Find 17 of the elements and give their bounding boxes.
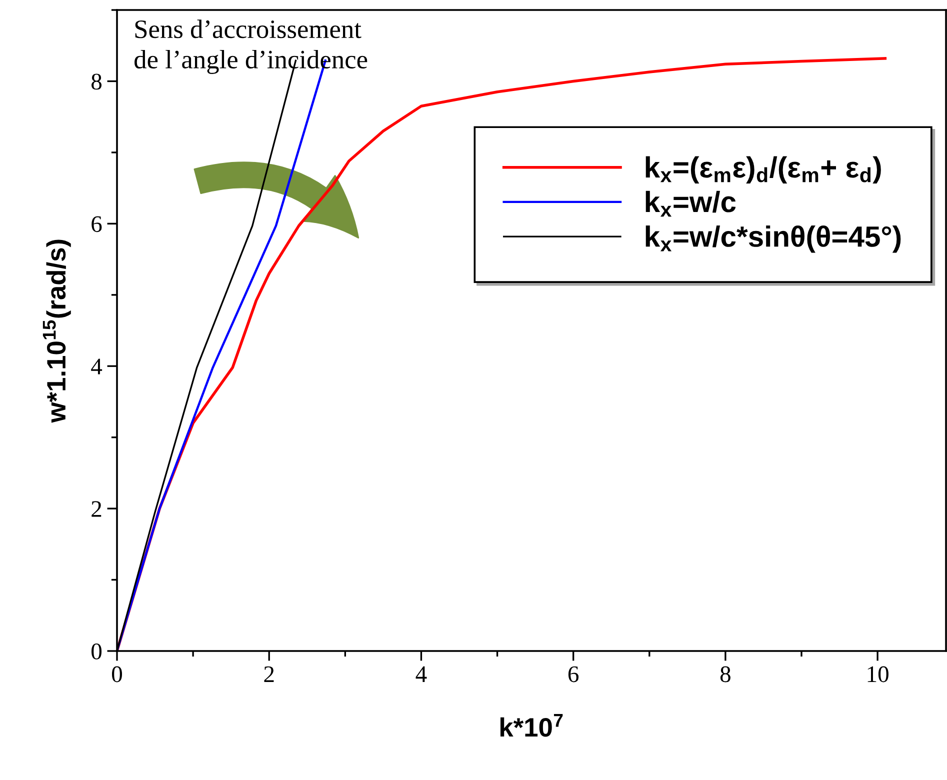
y-tick-label: 2 [92, 501, 102, 517]
x-tick-label: 4 [416, 666, 427, 682]
x-tick-label: 8 [720, 666, 730, 682]
x-tick-label: 6 [568, 666, 579, 682]
x-tick-label: 0 [112, 666, 122, 682]
x-axis-title: k*10$^{7}$ [500, 714, 563, 737]
y-tick-label: 4 [91, 358, 102, 374]
legend-label: k$_{x}$=w/c*sinθ(θ=45°) [646, 226, 901, 253]
y-tick-label: 6 [92, 216, 102, 232]
text: k$_{x}$=(ε$_{m}$ε)$_{d}$/(ε$_{m}$+ ε$_{d}$) [646, 156, 881, 184]
y-tick-label: 8 [92, 74, 102, 90]
x-tick-label: 10 [868, 666, 888, 682]
x-tick-label: 2 [264, 666, 274, 682]
legend-label: k$_{x}$=w/c [646, 190, 736, 217]
y-axis-title: w*1.10$^{15}$(rad/s) [42, 240, 71, 423]
y-tick-label: 0 [92, 643, 102, 660]
annotation: Sens d’accroissement de l’angle d’incidence [134, 20, 368, 74]
